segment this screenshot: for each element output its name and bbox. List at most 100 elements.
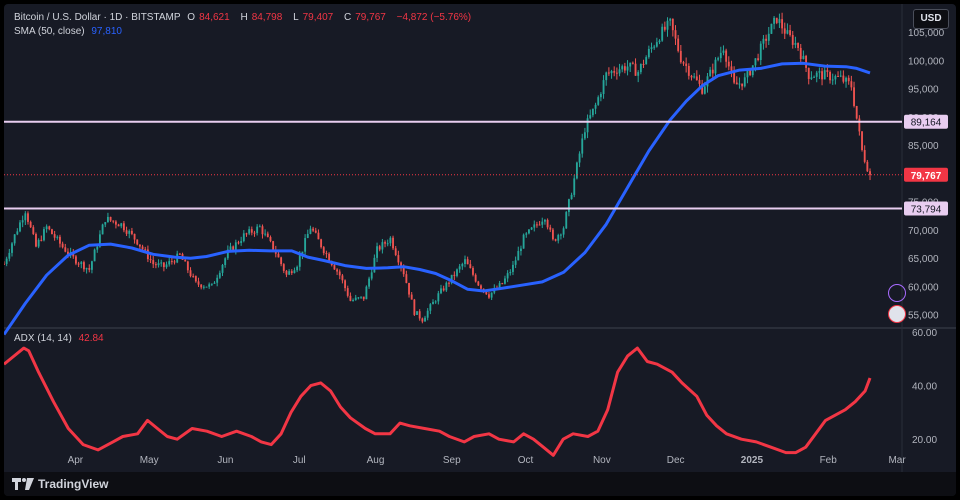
- candle-body: [346, 288, 349, 296]
- candle-body: [655, 42, 658, 47]
- candle-body: [277, 253, 280, 258]
- candle-body: [682, 62, 685, 64]
- footer-bar: TradingView: [4, 472, 956, 496]
- candle-body: [461, 263, 464, 267]
- candle-body: [341, 275, 344, 281]
- candle-body: [578, 153, 581, 163]
- candle-body: [314, 230, 317, 233]
- candle-body: [834, 76, 837, 80]
- price-chart-canvas[interactable]: 55,00060,00065,00070,00075,00080,00085,0…: [4, 4, 956, 496]
- candle-body: [517, 251, 520, 261]
- candle-body: [389, 237, 392, 244]
- candle-body: [24, 213, 27, 221]
- candle-body: [394, 248, 397, 256]
- candle-body: [687, 65, 690, 76]
- candle-body: [813, 76, 815, 78]
- flag-icon[interactable]: [888, 305, 906, 323]
- candle-body: [861, 131, 863, 151]
- candle-body: [114, 221, 117, 225]
- adx-legend[interactable]: ADX (14, 14) 42.84: [14, 333, 108, 344]
- candle-body: [264, 233, 267, 235]
- low-label: L: [293, 12, 299, 23]
- price-tick-label: 85,000: [908, 141, 939, 152]
- candle-body: [506, 273, 509, 279]
- price-tick-label: 100,000: [908, 56, 945, 67]
- candle-body: [400, 262, 402, 268]
- candle-body: [464, 259, 466, 264]
- candle-body: [165, 264, 168, 268]
- candle-body: [618, 69, 621, 74]
- candle-body: [205, 286, 208, 288]
- open-value: 84,621: [199, 12, 230, 23]
- candle-body: [88, 268, 91, 270]
- candle-body: [767, 33, 770, 41]
- candle-body: [791, 35, 794, 45]
- candle-body: [429, 304, 432, 311]
- candle-body: [333, 265, 336, 270]
- candle-body: [762, 38, 765, 44]
- candle-body: [557, 234, 560, 241]
- hline-price-label: 89,164: [911, 118, 942, 129]
- candle-body: [714, 59, 717, 74]
- candle-body: [77, 263, 80, 265]
- candle-body: [520, 248, 522, 252]
- candle-body: [11, 243, 13, 253]
- candle-body: [653, 46, 656, 48]
- candle-body: [141, 246, 144, 250]
- candle-body: [562, 228, 565, 235]
- candle-body: [448, 282, 450, 284]
- candle-body: [807, 67, 810, 79]
- candle-body: [413, 299, 416, 315]
- candle-body: [629, 62, 632, 67]
- change-value: −4,872 (−5.76%): [396, 12, 472, 23]
- candle-body: [184, 259, 187, 262]
- candle-body: [370, 272, 373, 279]
- candle-body: [328, 253, 331, 262]
- candle-body: [847, 77, 850, 82]
- candle-body: [325, 253, 328, 255]
- candle-body: [615, 72, 618, 74]
- candle-body: [266, 233, 269, 238]
- candle-body: [29, 221, 32, 228]
- candle-body: [538, 224, 541, 226]
- candle-body: [117, 224, 120, 227]
- candle-body: [474, 274, 477, 282]
- candle-body: [226, 249, 229, 259]
- candle-body: [512, 264, 514, 272]
- candle-body: [583, 132, 586, 139]
- candle-body: [322, 247, 325, 254]
- candle-body: [130, 230, 133, 234]
- candle-body: [344, 280, 347, 289]
- sma-legend[interactable]: SMA (50, close) 97,810: [14, 26, 126, 37]
- tradingview-logo[interactable]: TradingView: [12, 477, 108, 491]
- candle-body: [170, 261, 173, 263]
- candle-body: [559, 234, 562, 236]
- candle-body: [458, 266, 461, 270]
- candle-body: [440, 288, 442, 294]
- candle-body: [221, 264, 224, 273]
- candle-body: [575, 162, 578, 179]
- candle-body: [501, 283, 504, 285]
- candle-body: [754, 58, 757, 66]
- candle-body: [245, 233, 248, 235]
- candle-body: [8, 252, 11, 259]
- lightning-icon[interactable]: [888, 284, 906, 302]
- candle-body: [269, 237, 272, 242]
- currency-button[interactable]: USD: [913, 9, 949, 29]
- candle-body: [120, 223, 123, 227]
- candle-body: [258, 226, 261, 228]
- candle-body: [735, 82, 738, 85]
- candle-body: [781, 19, 784, 29]
- candle-body: [853, 87, 855, 106]
- candle-body: [634, 63, 637, 76]
- candle-body: [200, 284, 203, 288]
- candle-body: [866, 161, 869, 172]
- candle-body: [296, 266, 299, 271]
- candle-body: [594, 104, 597, 109]
- candle-body: [152, 260, 155, 265]
- time-tick-label: Sep: [443, 455, 461, 466]
- candle-body: [442, 288, 445, 291]
- candle-body: [663, 26, 666, 30]
- candle-body: [146, 249, 149, 260]
- candle-body: [101, 224, 104, 235]
